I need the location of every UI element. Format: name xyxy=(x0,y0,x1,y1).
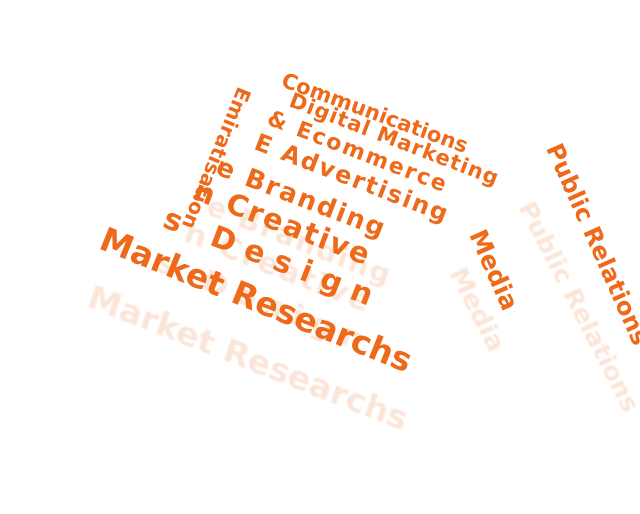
word-media: Media xyxy=(463,225,525,315)
word-cloud: Communications Digital Marketing & Ecomm… xyxy=(95,68,640,380)
word-public-relations: Public Relations xyxy=(540,139,640,350)
word-cloud-scene: Market Researchs s Design n Creative e B… xyxy=(83,68,640,438)
